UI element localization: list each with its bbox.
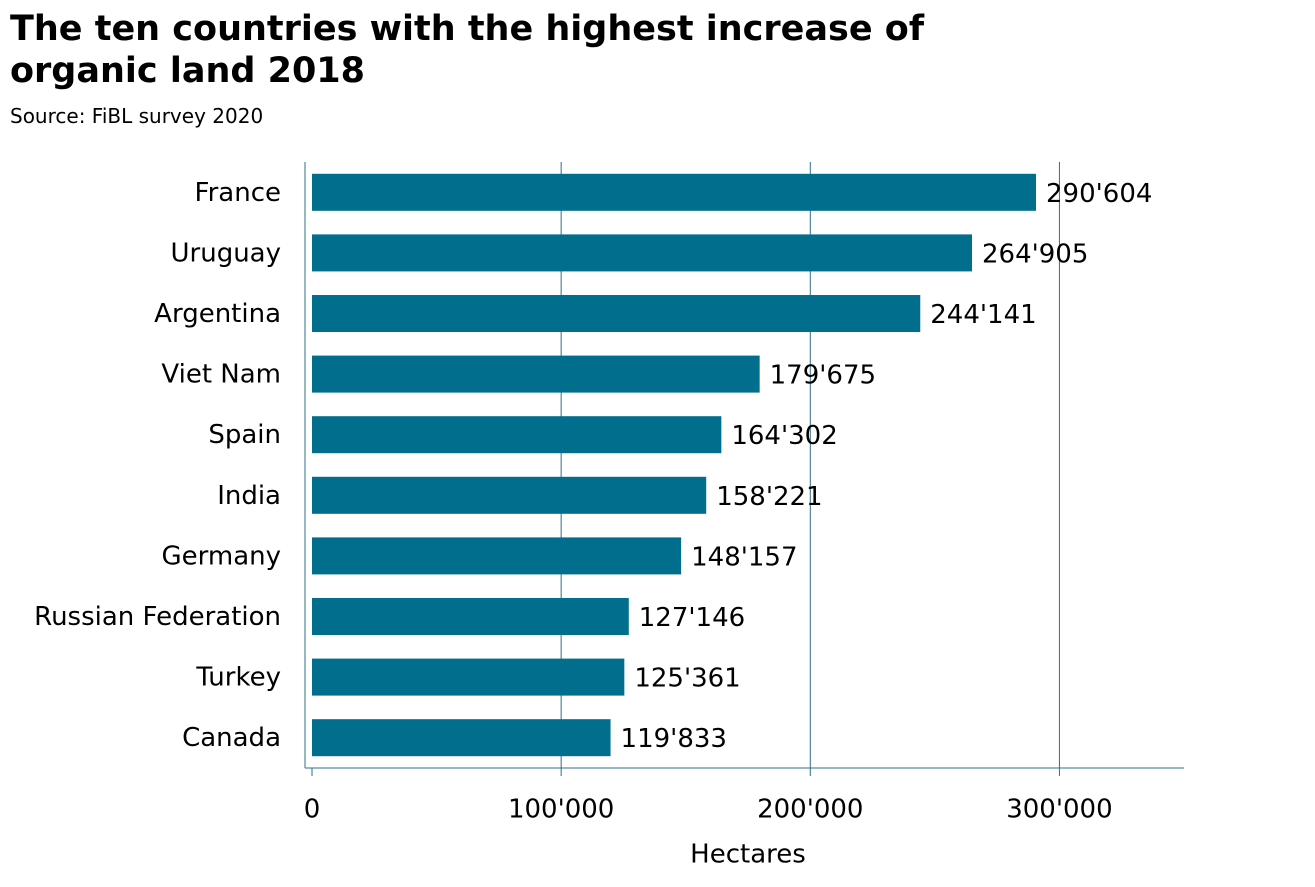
value-label: 125'361: [634, 664, 740, 694]
value-label: 290'604: [1046, 179, 1152, 209]
value-label: 119'833: [621, 724, 727, 754]
bar: [312, 295, 921, 332]
y-tick-label: Russian Federation: [34, 602, 281, 632]
x-tick-label: 300'000: [1006, 795, 1112, 825]
y-tick-label: Canada: [182, 723, 281, 753]
chart-subtitle: Source: FiBL survey 2020: [10, 104, 264, 128]
y-tick-label: Uruguay: [171, 238, 282, 268]
bar: [312, 658, 625, 696]
y-tick-label: Turkey: [195, 663, 281, 693]
bar: [312, 598, 629, 635]
x-axis-title: Hectares: [690, 840, 806, 870]
value-label: 158'221: [716, 482, 822, 512]
bar: [312, 173, 1037, 211]
y-tick-label: France: [195, 178, 281, 208]
bar: [312, 234, 972, 272]
bar: [312, 476, 707, 514]
bar: [312, 355, 760, 393]
value-label: 127'146: [639, 603, 745, 633]
y-tick-label: Viet Nam: [161, 360, 281, 390]
x-tick-label: 200'000: [757, 795, 863, 825]
value-label: 179'675: [770, 361, 876, 391]
bar: [312, 537, 682, 575]
value-label: 164'302: [731, 421, 837, 451]
bar: [312, 416, 722, 454]
y-tick-label: Germany: [161, 541, 281, 571]
value-label: 148'157: [691, 542, 797, 572]
chart-title: The ten countries with the highest incre…: [10, 9, 925, 91]
y-tick-label: Argentina: [154, 299, 281, 329]
x-tick-label: 100'000: [508, 795, 614, 825]
x-tick-label: 0: [304, 795, 321, 825]
bar: [312, 719, 611, 757]
value-label: 244'141: [930, 300, 1036, 330]
value-label: 264'905: [982, 239, 1088, 269]
y-tick-label: India: [217, 481, 281, 511]
y-tick-label: Spain: [208, 420, 281, 450]
